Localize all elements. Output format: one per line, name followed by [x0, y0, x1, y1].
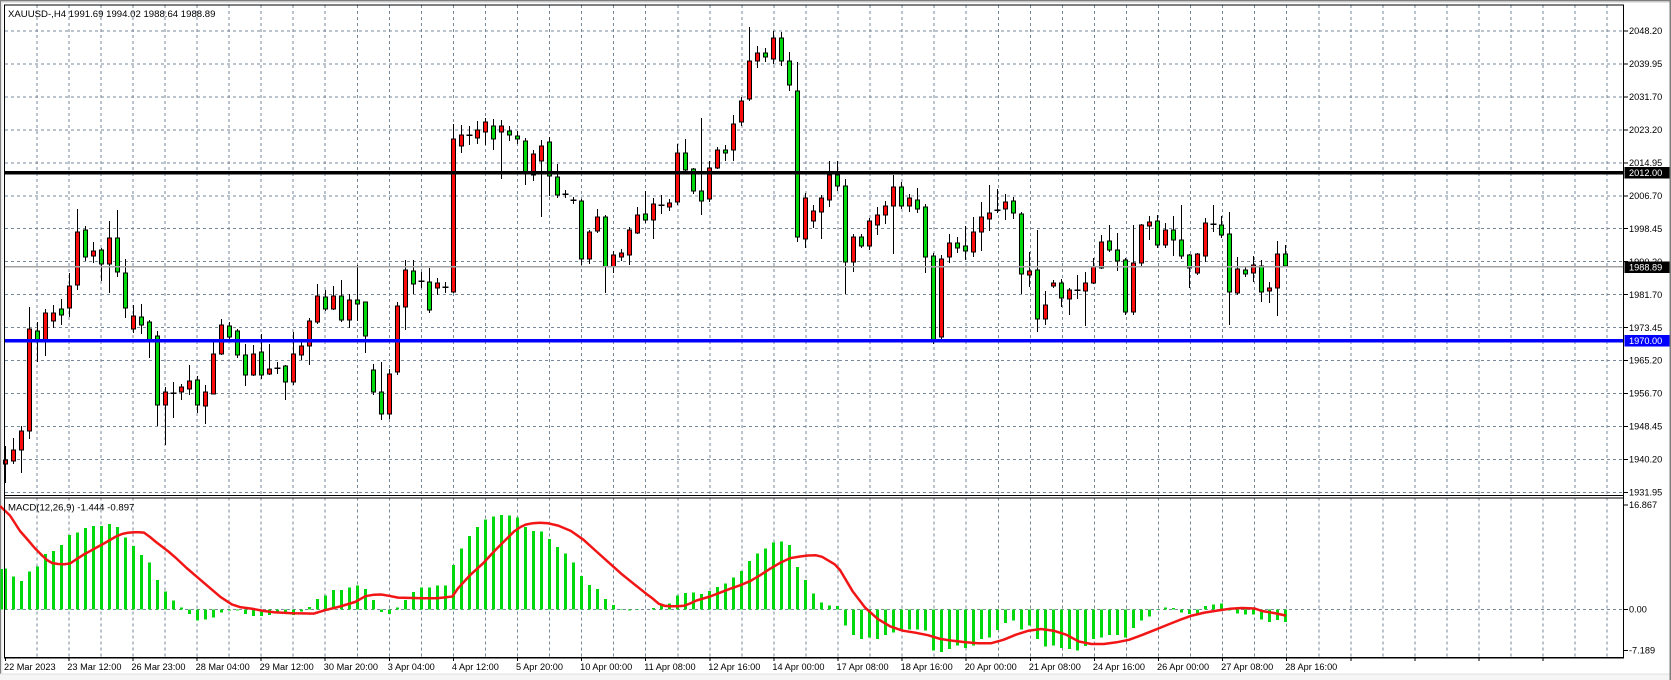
svg-text:1965.20: 1965.20 [1629, 356, 1662, 366]
svg-text:26 Mar 23:00: 26 Mar 23:00 [131, 662, 185, 672]
svg-text:26 Apr 00:00: 26 Apr 00:00 [1157, 662, 1209, 672]
svg-text:11 Apr 08:00: 11 Apr 08:00 [644, 662, 695, 672]
svg-text:-7.189: -7.189 [1629, 646, 1655, 656]
svg-text:30 Mar 20:00: 30 Mar 20:00 [324, 662, 378, 672]
svg-text:1931.95: 1931.95 [1629, 488, 1662, 498]
svg-text:2023.20: 2023.20 [1629, 125, 1662, 135]
svg-text:18 Apr 16:00: 18 Apr 16:00 [901, 662, 953, 672]
svg-text:24 Apr 16:00: 24 Apr 16:00 [1093, 662, 1145, 672]
svg-text:XAUUSD-,H4 1991.69 1994.02 198: XAUUSD-,H4 1991.69 1994.02 1988.64 1988.… [8, 9, 215, 20]
svg-text:1940.20: 1940.20 [1629, 455, 1662, 465]
svg-text:23 Mar 12:00: 23 Mar 12:00 [67, 662, 121, 672]
svg-text:21 Apr 08:00: 21 Apr 08:00 [1029, 662, 1081, 672]
svg-text:2048.20: 2048.20 [1629, 26, 1662, 36]
svg-text:22 Mar 2023: 22 Mar 2023 [4, 662, 56, 672]
svg-text:14 Apr 00:00: 14 Apr 00:00 [772, 662, 824, 672]
svg-text:12 Apr 16:00: 12 Apr 16:00 [708, 662, 760, 672]
svg-text:27 Apr 08:00: 27 Apr 08:00 [1221, 662, 1273, 672]
svg-text:0.00: 0.00 [1629, 605, 1647, 615]
svg-text:2014.95: 2014.95 [1629, 158, 1662, 168]
svg-text:28 Mar 04:00: 28 Mar 04:00 [196, 662, 250, 672]
svg-text:10 Apr 00:00: 10 Apr 00:00 [580, 662, 632, 672]
svg-text:1970.00: 1970.00 [1629, 336, 1662, 346]
svg-text:17 Apr 08:00: 17 Apr 08:00 [837, 662, 889, 672]
svg-text:MACD(12,26,9) -1.444 -0.897: MACD(12,26,9) -1.444 -0.897 [8, 503, 134, 514]
svg-text:3 Apr 04:00: 3 Apr 04:00 [388, 662, 435, 672]
svg-text:5 Apr 20:00: 5 Apr 20:00 [516, 662, 563, 672]
svg-text:28 Apr 16:00: 28 Apr 16:00 [1285, 662, 1337, 672]
svg-text:2012.00: 2012.00 [1629, 168, 1662, 178]
svg-text:1981.70: 1981.70 [1629, 290, 1662, 300]
svg-text:1956.70: 1956.70 [1629, 389, 1662, 399]
svg-text:4 Apr 12:00: 4 Apr 12:00 [452, 662, 499, 672]
svg-text:1998.45: 1998.45 [1629, 224, 1662, 234]
svg-text:2031.70: 2031.70 [1629, 92, 1662, 102]
svg-text:1973.45: 1973.45 [1629, 323, 1662, 333]
svg-text:2006.70: 2006.70 [1629, 191, 1662, 201]
svg-text:20 Apr 00:00: 20 Apr 00:00 [965, 662, 1017, 672]
svg-text:2039.95: 2039.95 [1629, 59, 1662, 69]
svg-text:16.867: 16.867 [1629, 500, 1657, 510]
svg-text:1988.89: 1988.89 [1629, 262, 1662, 272]
svg-text:1948.45: 1948.45 [1629, 422, 1662, 432]
svg-text:29 Mar 12:00: 29 Mar 12:00 [260, 662, 314, 672]
